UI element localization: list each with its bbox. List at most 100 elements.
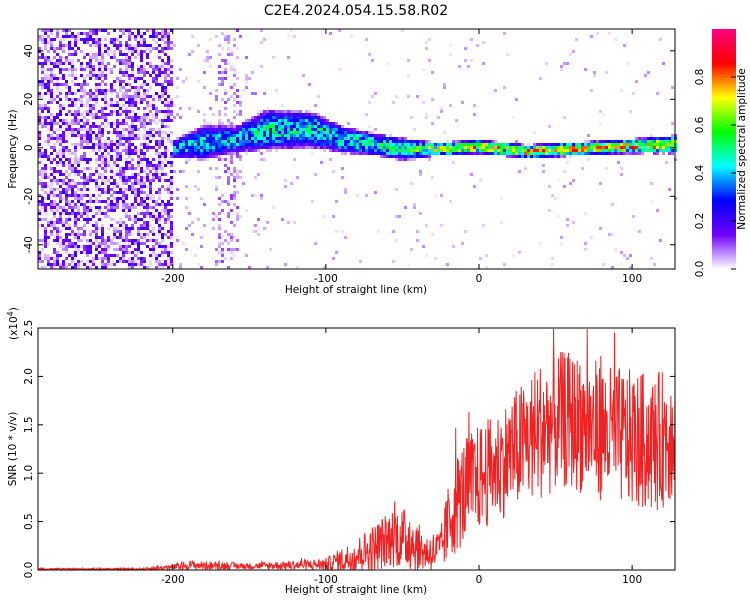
spectrogram-cell [62, 191, 65, 194]
spectrogram-cell [335, 137, 338, 140]
spectrogram-cell [80, 212, 83, 215]
spectrogram-cell [131, 233, 134, 236]
spectrogram-cell [59, 68, 62, 71]
spectrogram-cell [386, 62, 389, 65]
spectrogram-cell [224, 143, 227, 146]
spectrogram-cell [131, 74, 134, 77]
spectrogram-cell [143, 38, 146, 41]
spectrogram-cell [578, 146, 581, 149]
spectrogram-cell [272, 143, 275, 146]
spectrogram-cell [338, 68, 341, 71]
spectrogram-cell [149, 239, 152, 242]
spectrogram-cell [395, 155, 398, 158]
spectrogram-cell [548, 149, 551, 152]
spectrogram-cell [113, 128, 116, 131]
spectrogram-cell [137, 212, 140, 215]
spectrogram-cell [38, 116, 41, 119]
spectrogram-cell [191, 155, 194, 158]
spectrogram-cell [137, 68, 140, 71]
spectrogram-cell [146, 197, 149, 200]
spectrogram-cell [518, 149, 521, 152]
spectrogram-cell [434, 152, 437, 155]
spectrogram-cell [50, 116, 53, 119]
spectrogram-cell [311, 146, 314, 149]
spectrogram-cell [116, 113, 119, 116]
spectrogram-cell [167, 68, 170, 71]
spectrogram-cell [332, 137, 335, 140]
spectrogram-cell [89, 230, 92, 233]
spectrogram-cell [140, 227, 143, 230]
spectrogram-cell [50, 188, 53, 191]
spectrogram-cell [155, 83, 158, 86]
spectrogram-cell [56, 134, 59, 137]
spectrogram-cell [368, 101, 371, 104]
spectrogram-cell [233, 194, 236, 197]
spectrogram-cell [221, 98, 224, 101]
spectrogram-cell [599, 146, 602, 149]
spectrogram-cell [203, 122, 206, 125]
spectrogram-cell [269, 137, 272, 140]
spectrogram-cell [92, 146, 95, 149]
spectrogram-cell [299, 137, 302, 140]
spectrogram-cell [452, 245, 455, 248]
spectrogram-cell [326, 137, 329, 140]
spectrogram-cell [47, 116, 50, 119]
spectrogram-cell [98, 155, 101, 158]
spectrogram-cell [143, 32, 146, 35]
spectrogram-cell [179, 170, 182, 173]
spectrogram-cell [218, 197, 221, 200]
spectrogram-cell [113, 104, 116, 107]
spectrogram-cell [473, 140, 476, 143]
spectrogram-cell [236, 137, 239, 140]
spectrogram-cell [272, 140, 275, 143]
spectrogram-cell [227, 170, 230, 173]
spectrogram-cell [140, 71, 143, 74]
spectrogram-cell [224, 128, 227, 131]
spectrogram-cell [236, 218, 239, 221]
spectrogram-cell [239, 158, 242, 161]
spectrogram-cell [527, 155, 530, 158]
spectrogram-cell [134, 200, 137, 203]
spectrogram-cell [644, 74, 647, 77]
spectrogram-cell [425, 254, 428, 257]
spectrogram-cell [77, 38, 80, 41]
spectrogram-cell [110, 41, 113, 44]
spectrogram-cell [131, 71, 134, 74]
spectrogram-cell [59, 128, 62, 131]
spectrogram-cell [62, 29, 65, 32]
spectrogram-cell [164, 251, 167, 254]
spectrogram-cell [539, 143, 542, 146]
spectrogram-cell [44, 176, 47, 179]
spectrogram-cell [44, 116, 47, 119]
spectrogram-cell [95, 110, 98, 113]
spectrogram-cell [617, 146, 620, 149]
spectrogram-cell [302, 131, 305, 134]
spectrogram-cell [263, 134, 266, 137]
spectrogram-cell [281, 110, 284, 113]
spectrogram-cell [158, 221, 161, 224]
spectrogram-cell [164, 53, 167, 56]
spectrogram-cell [626, 146, 629, 149]
spectrogram-cell [131, 206, 134, 209]
spectrogram-cell [59, 194, 62, 197]
spectrogram-cell [260, 125, 263, 128]
spectrogram-cell [263, 92, 266, 95]
spectrogram-cell [200, 197, 203, 200]
spectrogram-cell [440, 224, 443, 227]
spectrogram-cell [290, 119, 293, 122]
spectrogram-cell [236, 143, 239, 146]
spectrogram-cell [671, 137, 674, 140]
spectrogram-cell [149, 185, 152, 188]
spectrogram-cell [275, 146, 278, 149]
spectrogram-cell [62, 224, 65, 227]
spectrogram-cell [86, 122, 89, 125]
spectrogram-cell [119, 80, 122, 83]
spectrogram-cell [125, 107, 128, 110]
spectrogram-cell [257, 146, 260, 149]
spectrogram-cell [518, 152, 521, 155]
spectrogram-cell [146, 113, 149, 116]
spectrogram-cell [302, 128, 305, 131]
spectrogram-cell [305, 131, 308, 134]
spectrogram-cell [227, 233, 230, 236]
spectrogram-cell [164, 245, 167, 248]
